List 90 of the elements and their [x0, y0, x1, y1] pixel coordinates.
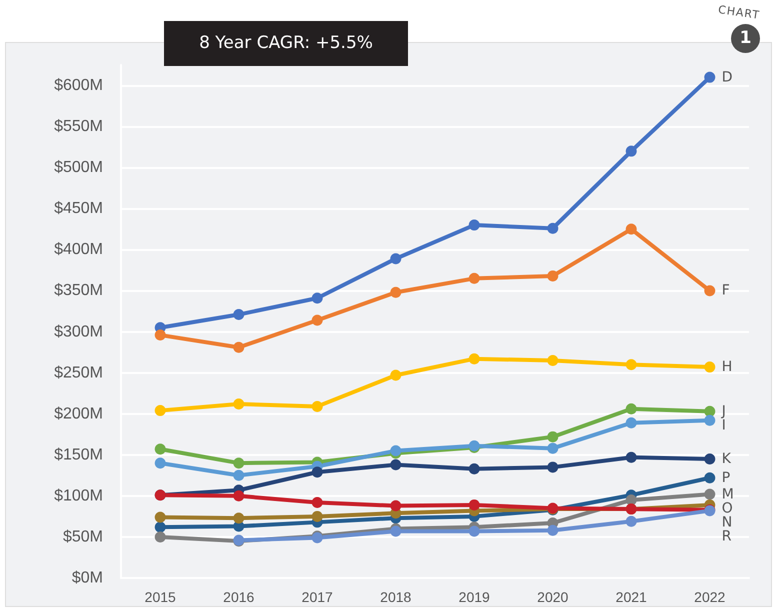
- x-tick-label: 2017: [302, 589, 334, 605]
- y-tick-label: $350M: [54, 282, 103, 300]
- series-label: F: [722, 282, 730, 299]
- series-label: P: [722, 470, 730, 486]
- y-tick-label: $400M: [54, 241, 103, 258]
- point: [233, 512, 244, 524]
- point: [704, 362, 716, 373]
- point: [626, 516, 637, 527]
- point: [547, 222, 558, 234]
- y-tick-label: $50M: [62, 528, 103, 546]
- point: [154, 405, 166, 416]
- point: [704, 453, 716, 464]
- point: [626, 452, 637, 463]
- point: [468, 220, 480, 231]
- point: [233, 309, 244, 320]
- point: [547, 270, 558, 282]
- series-label: J: [720, 403, 726, 420]
- y-tick-label: $450M: [54, 200, 103, 218]
- point: [233, 490, 244, 502]
- point: [154, 458, 166, 469]
- point: [547, 354, 558, 366]
- point: [704, 285, 716, 296]
- x-tick-label: 2019: [458, 589, 490, 605]
- x-tick-label: 2021: [616, 589, 648, 605]
- series-label: N: [722, 514, 732, 530]
- point: [390, 459, 402, 470]
- point: [704, 414, 716, 426]
- x-tick-label: 2015: [144, 589, 176, 605]
- y-tick-label: $0M: [72, 570, 103, 586]
- series-label: H: [722, 359, 732, 376]
- y-tick-label: $600M: [54, 77, 103, 94]
- point: [312, 496, 323, 508]
- point: [468, 526, 480, 537]
- point: [704, 488, 716, 500]
- point: [233, 458, 244, 469]
- point: [626, 417, 637, 428]
- point: [468, 353, 480, 364]
- point: [233, 398, 244, 410]
- point: [468, 463, 480, 474]
- text: CHART: [717, 3, 761, 22]
- point: [390, 370, 402, 381]
- point: [704, 72, 716, 83]
- x-tick-label: 2018: [380, 589, 412, 605]
- point: [312, 466, 323, 478]
- text: 8 Year CAGR: +5.5%: [164, 21, 408, 66]
- point: [626, 224, 637, 235]
- point: [312, 314, 323, 326]
- point: [233, 470, 244, 481]
- y-tick-label: $550M: [54, 118, 103, 136]
- text: 1: [731, 24, 760, 53]
- point: [626, 403, 637, 414]
- point: [390, 500, 402, 512]
- x-tick-label: 2022: [694, 589, 726, 605]
- series-label: M: [722, 486, 734, 502]
- y-tick-label: $150M: [54, 446, 103, 464]
- y-tick-label: $500M: [54, 159, 103, 176]
- point: [468, 499, 480, 510]
- point: [390, 286, 402, 298]
- point: [547, 462, 558, 473]
- x-tick-label: 2016: [223, 589, 255, 605]
- series-label: D: [722, 69, 733, 86]
- point: [547, 442, 558, 454]
- point: [154, 444, 166, 455]
- point: [312, 510, 323, 522]
- point: [154, 531, 166, 542]
- point: [233, 342, 244, 353]
- point: [704, 406, 716, 417]
- x-tick-label: 2020: [537, 589, 569, 605]
- point: [547, 524, 558, 536]
- point: [390, 445, 402, 456]
- point: [547, 431, 558, 442]
- y-tick-label: $300M: [54, 323, 103, 340]
- point: [704, 472, 716, 484]
- y-tick-label: $100M: [54, 487, 103, 504]
- series-label: R: [722, 528, 732, 544]
- series-label: I: [722, 417, 726, 434]
- point: [312, 400, 323, 412]
- point: [468, 272, 480, 284]
- y-tick-label: $250M: [54, 364, 103, 382]
- series-label: K: [722, 450, 732, 467]
- point: [154, 522, 166, 533]
- series-label: O: [722, 500, 733, 516]
- point: [390, 526, 402, 537]
- point: [626, 146, 637, 157]
- point: [626, 359, 637, 370]
- y-tick-label: $200M: [54, 405, 103, 422]
- point: [154, 330, 166, 341]
- point: [390, 253, 402, 264]
- point: [154, 512, 166, 523]
- point: [312, 292, 323, 304]
